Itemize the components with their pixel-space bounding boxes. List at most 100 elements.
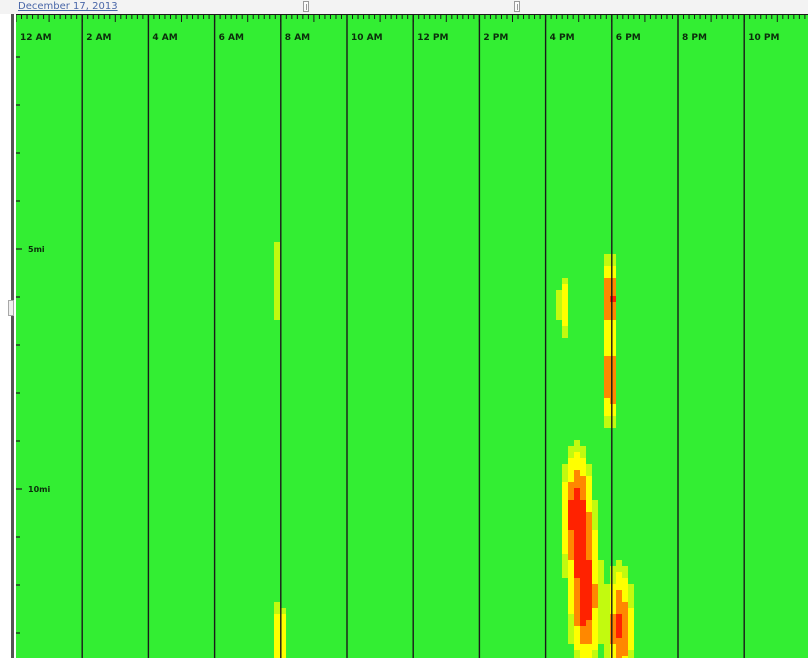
hotspot-cell xyxy=(574,512,580,518)
hotspot-cell xyxy=(580,470,586,476)
hotspot-cell xyxy=(280,656,286,658)
hotspot-cell xyxy=(592,638,598,644)
hotspot-cell xyxy=(604,374,610,380)
hotspot-cell xyxy=(586,656,592,658)
panel-resize-grip[interactable] xyxy=(8,300,14,316)
hotspot-cell xyxy=(610,638,616,644)
hotspot-cell xyxy=(274,308,280,314)
hotspot-cell xyxy=(562,524,568,530)
hotspot-cell xyxy=(610,326,616,332)
hotspot-cell xyxy=(562,278,568,284)
hotspot-cell xyxy=(622,644,628,650)
hotspot-cell xyxy=(580,650,586,656)
hotspot-cell xyxy=(604,362,610,368)
hotspot-cell xyxy=(616,602,622,608)
hotspot-cell xyxy=(562,506,568,512)
hotspot-cell xyxy=(604,326,610,332)
hotspot-cell xyxy=(580,560,586,566)
range-start-handle[interactable] xyxy=(303,1,309,12)
hotspot-cell xyxy=(604,278,610,284)
hotspot-cell xyxy=(274,314,280,320)
hotspot-cell xyxy=(574,488,580,494)
hotspot-cell xyxy=(592,554,598,560)
hotspot-cell xyxy=(274,296,280,302)
hotspot-cell xyxy=(604,386,610,392)
hotspot-cell xyxy=(574,596,580,602)
hotspot-cell xyxy=(274,638,280,644)
hotspot-cell xyxy=(604,254,610,260)
hotspot-cell xyxy=(616,590,622,596)
hotspot-cell xyxy=(628,584,634,590)
range-end-handle[interactable] xyxy=(514,1,520,12)
hotspot-cell xyxy=(562,554,568,560)
hotspot-cell xyxy=(604,656,610,658)
hotspot-cell xyxy=(628,596,634,602)
hotspot-cell xyxy=(580,482,586,488)
hotspot-cell xyxy=(610,596,616,602)
hotspot-cell xyxy=(568,584,574,590)
y-tick-label: 5mi xyxy=(28,245,45,254)
hotspot-cell xyxy=(562,500,568,506)
hotspot-cell xyxy=(568,560,574,566)
hotspot-cell xyxy=(586,650,592,656)
hotspot-cell xyxy=(586,482,592,488)
hotspot-cell xyxy=(274,656,280,658)
hotspot-cell xyxy=(574,572,580,578)
hotspot-cell xyxy=(574,476,580,482)
x-tick-label: 10 AM xyxy=(351,33,383,43)
hotspot-cell xyxy=(616,632,622,638)
hotspot-cell xyxy=(610,254,616,260)
hotspot-cell xyxy=(622,602,628,608)
hotspot-cell xyxy=(592,512,598,518)
hotspot-cell xyxy=(598,578,604,584)
hotspot-cell xyxy=(568,638,574,644)
hotspot-cell xyxy=(604,260,610,266)
date-link[interactable]: December 17, 2013 xyxy=(18,1,118,12)
hotspot-cell xyxy=(586,464,592,470)
hotspot-cell xyxy=(580,638,586,644)
hotspot-cell xyxy=(574,608,580,614)
hotspot-cell xyxy=(622,572,628,578)
hotspot-cell xyxy=(604,644,610,650)
hotspot-cell xyxy=(622,590,628,596)
hotspot-cell xyxy=(604,344,610,350)
hotspot-cell xyxy=(592,608,598,614)
x-tick-label: 2 AM xyxy=(86,33,111,43)
hotspot-cell xyxy=(568,470,574,476)
hotspot-cell xyxy=(580,632,586,638)
hotspot-cell xyxy=(568,494,574,500)
hotspot-cell xyxy=(580,608,586,614)
hotspot-cell xyxy=(574,500,580,506)
hotspot-cell xyxy=(622,578,628,584)
hotspot-cell xyxy=(592,650,598,656)
hotspot-cell xyxy=(622,626,628,632)
hotspot-cell xyxy=(616,650,622,656)
hotspot-cell xyxy=(586,626,592,632)
hotspot-cell xyxy=(562,332,568,338)
hotspot-cell xyxy=(580,542,586,548)
hotspot-cell xyxy=(562,476,568,482)
hotspot-cell xyxy=(574,578,580,584)
hotspot-cell xyxy=(604,266,610,272)
hotspot-cell xyxy=(574,560,580,566)
hotspot-cell xyxy=(562,536,568,542)
hotspot-cell xyxy=(604,290,610,296)
hotspot-cell xyxy=(274,242,280,248)
hotspot-cell xyxy=(622,596,628,602)
hotspot-cell xyxy=(580,458,586,464)
hotspot-cell xyxy=(598,590,604,596)
hotspot-cell xyxy=(610,566,616,572)
hotspot-cell xyxy=(574,632,580,638)
hotspot-cell xyxy=(562,290,568,296)
hotspot-cell xyxy=(586,536,592,542)
hotspot-cell xyxy=(604,404,610,410)
hotspot-cell xyxy=(592,566,598,572)
hotspot-cell xyxy=(604,296,610,302)
hotspot-cell xyxy=(574,644,580,650)
hotspot-cell xyxy=(610,644,616,650)
hotspot-cell xyxy=(604,416,610,422)
hotspot-cell xyxy=(574,542,580,548)
hotspot-cell xyxy=(280,638,286,644)
hotspot-cell xyxy=(274,602,280,608)
hotspot-cell xyxy=(592,620,598,626)
